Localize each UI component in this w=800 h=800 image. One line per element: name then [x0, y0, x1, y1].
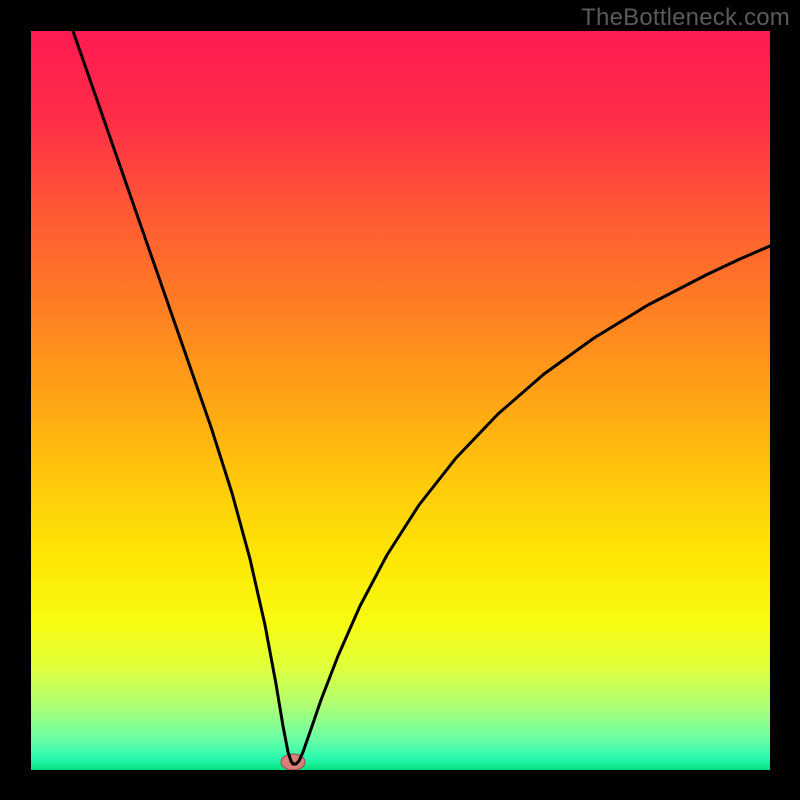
plot-background-gradient: [31, 31, 770, 770]
chart-stage: TheBottleneck.com: [0, 0, 800, 800]
watermark-text: TheBottleneck.com: [581, 4, 790, 32]
bottleneck-chart: [0, 0, 800, 800]
